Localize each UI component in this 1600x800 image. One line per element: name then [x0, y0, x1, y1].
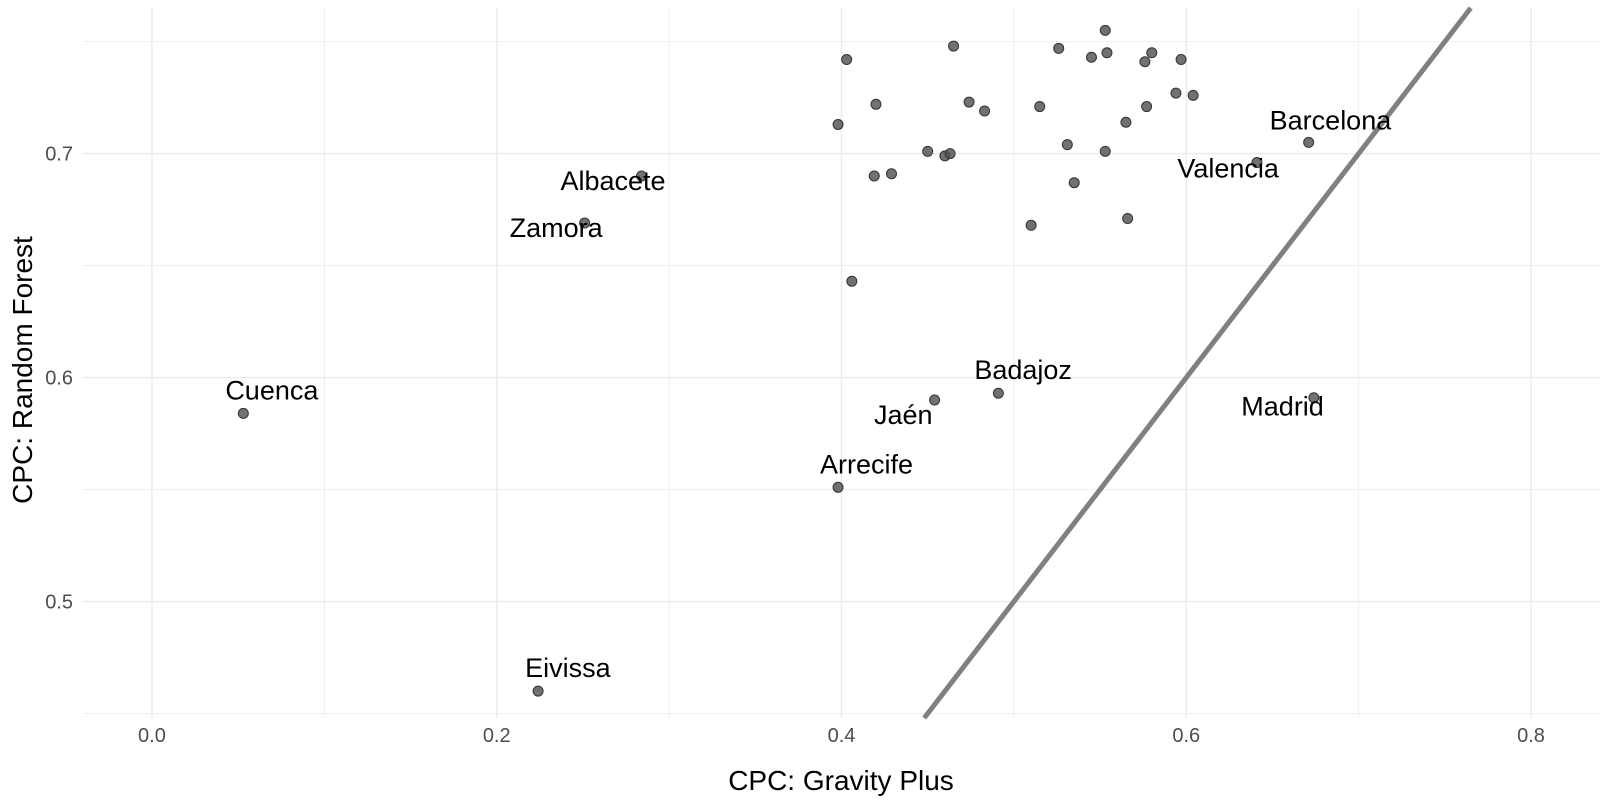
data-point [237, 407, 249, 419]
x-axis-title: CPC: Gravity Plus [728, 765, 954, 796]
data-point [1122, 213, 1134, 225]
data-point [1187, 89, 1199, 101]
point-label: Jaén [874, 400, 933, 430]
data-point [832, 481, 844, 493]
data-point [1099, 24, 1111, 36]
point-labels: Cuenca Eivissa Zamora Albacete Arrecife Jaén B… [225, 105, 1392, 683]
reference-line-group [922, 6, 1473, 720]
data-point [1139, 56, 1151, 68]
data-point [579, 217, 591, 229]
x-tick-label: 0.4 [828, 725, 856, 747]
data-point [944, 148, 956, 160]
data-point [1053, 42, 1065, 54]
y-tick-label: 0.7 [45, 144, 73, 166]
x-tick-label: 0.2 [483, 725, 511, 747]
y-axis-title: CPC: Random Forest [7, 236, 38, 504]
data-point [1303, 136, 1315, 148]
data-point [1085, 51, 1097, 63]
point-label: Cuenca [225, 375, 319, 405]
x-tick-label: 0.0 [138, 725, 166, 747]
point-label: Valencia [1177, 154, 1280, 184]
data-point [1141, 101, 1153, 113]
data-point [841, 54, 853, 66]
data-point [885, 168, 897, 180]
reference-line [922, 6, 1473, 720]
point-label: Barcelona [1270, 105, 1393, 135]
point-label: Madrid [1241, 392, 1324, 422]
data-point [532, 685, 544, 697]
data-point [868, 170, 880, 182]
data-point [963, 96, 975, 108]
axis-ticks: 0.0 0.2 0.4 0.6 0.8 0.5 0.6 0.7 [45, 144, 1545, 747]
data-point [948, 40, 960, 52]
data-point [1034, 101, 1046, 113]
x-tick-label: 0.8 [1517, 725, 1545, 747]
data-point [1025, 219, 1037, 231]
data-point [1175, 54, 1187, 66]
data-point [992, 387, 1004, 399]
y-tick-label: 0.6 [45, 368, 73, 390]
data-point [922, 145, 934, 157]
point-label: Albacete [560, 166, 665, 196]
data-point [1099, 145, 1111, 157]
x-tick-label: 0.6 [1172, 725, 1200, 747]
data-point [1061, 139, 1073, 151]
data-point [1251, 157, 1263, 169]
data-point [1146, 47, 1158, 59]
data-point [929, 394, 941, 406]
data-points [237, 24, 1320, 697]
data-point [1170, 87, 1182, 99]
point-label: Badajoz [974, 355, 1072, 385]
data-point [870, 98, 882, 110]
data-point [846, 275, 858, 287]
data-point [979, 105, 991, 117]
point-label: Arrecife [820, 449, 913, 479]
data-point [1120, 116, 1132, 128]
y-tick-label: 0.5 [45, 592, 73, 614]
data-point [832, 118, 844, 130]
point-label: Zamora [510, 213, 604, 243]
data-point [1308, 392, 1320, 404]
point-label: Eivissa [525, 653, 612, 683]
data-point [1101, 47, 1113, 59]
data-point [1068, 177, 1080, 189]
data-point [636, 170, 648, 182]
